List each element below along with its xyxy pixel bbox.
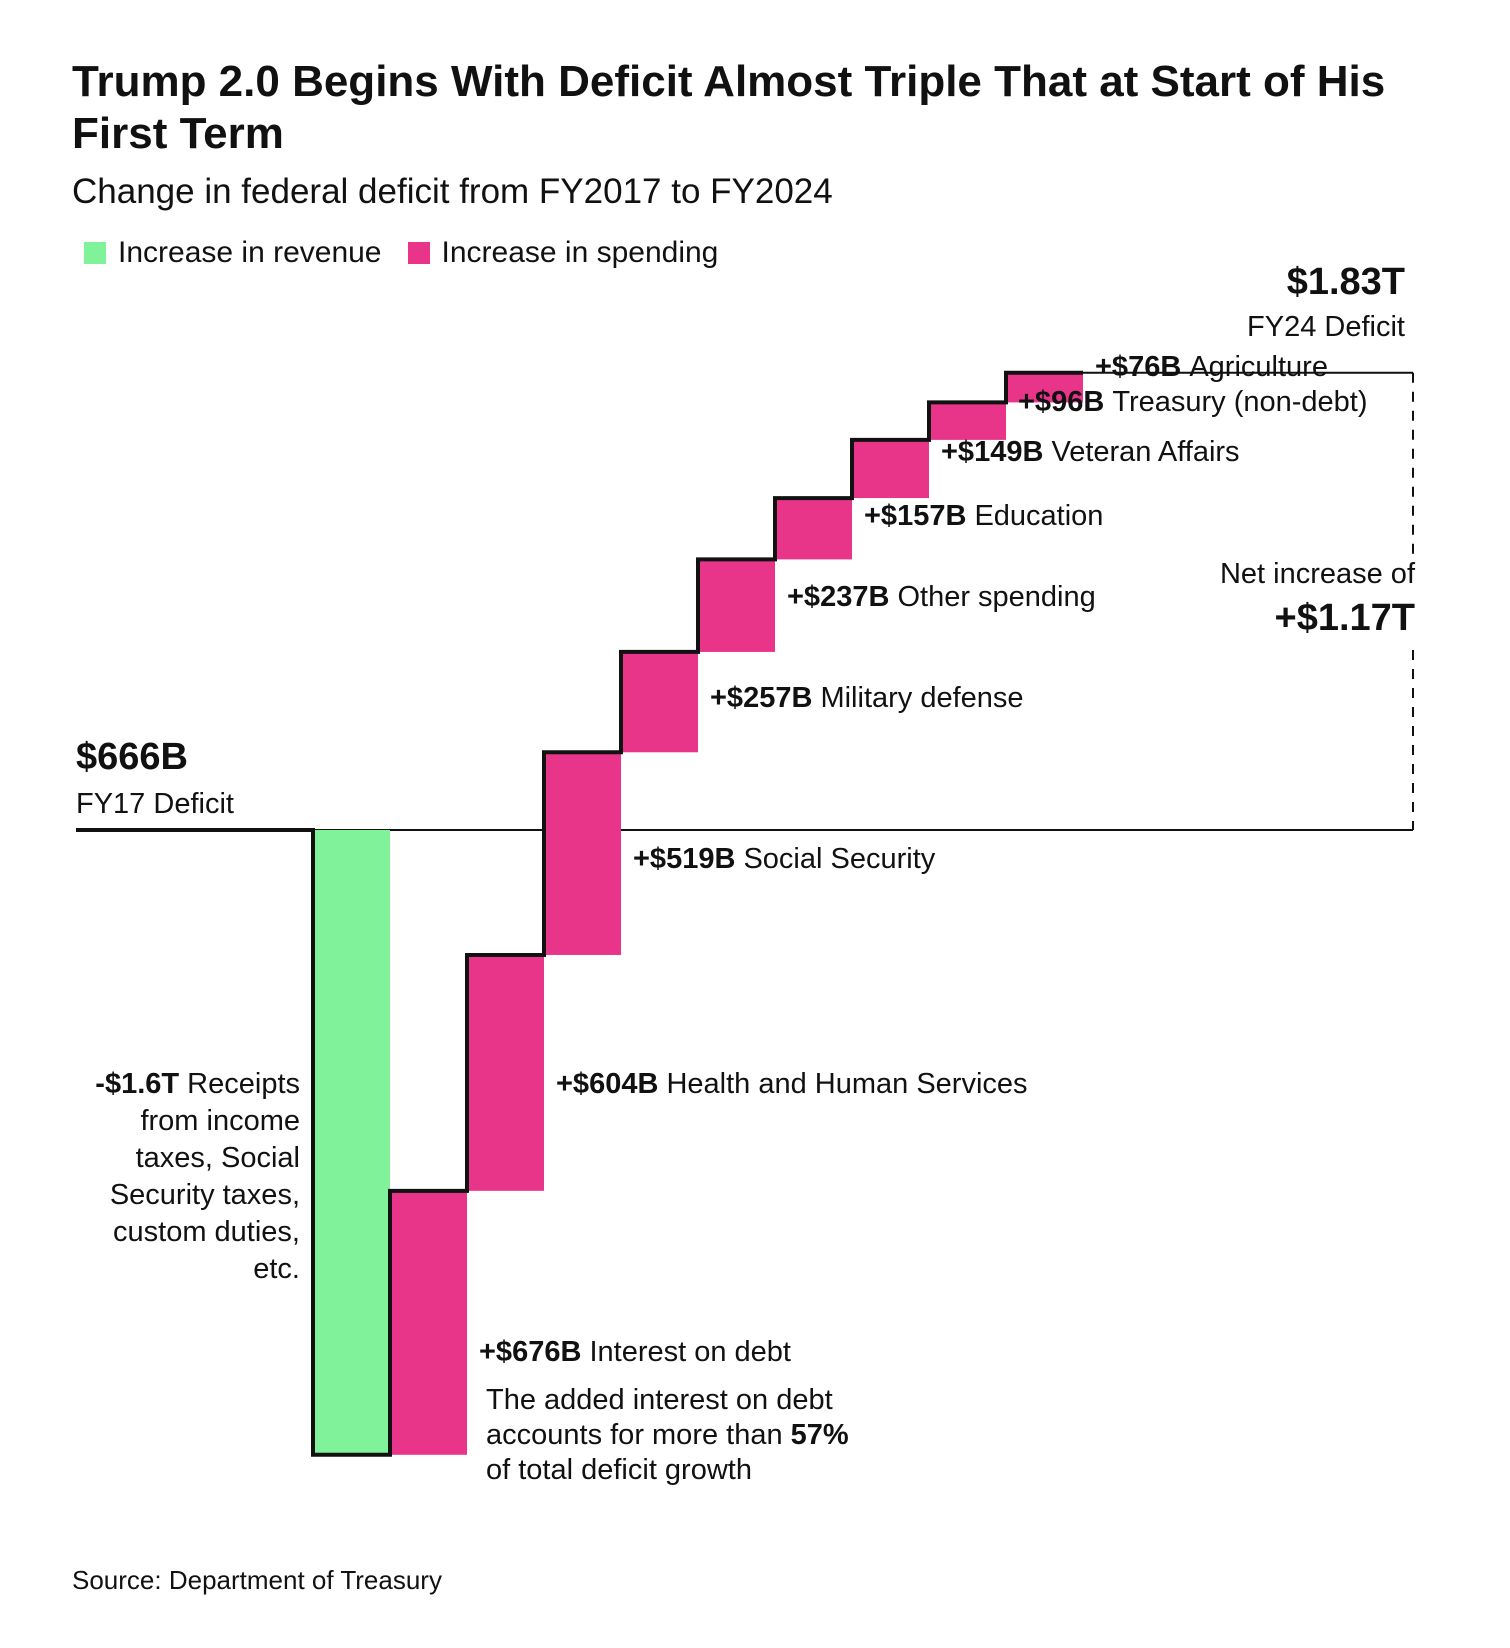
- source-note: Source: Department of Treasury: [72, 1565, 442, 1595]
- bar-spending-2: [467, 954, 544, 1191]
- revenue-label-line-5: etc.: [253, 1253, 300, 1285]
- waterfall-outline: [76, 370, 1083, 1457]
- chart-subtitle: Change in federal deficit from FY2017 to…: [72, 172, 833, 211]
- step-label-6: +$157B Education: [864, 500, 1103, 532]
- bar-spending-9: [1006, 372, 1083, 403]
- revenue-label-line-3: Security taxes,: [110, 1179, 300, 1211]
- step-label-9: +$76B Agriculture: [1095, 351, 1328, 383]
- revenue-label-line-0: -$1.6T Receipts: [95, 1068, 300, 1100]
- legend-label-revenue: Increase in revenue: [118, 236, 382, 269]
- annotation-line-2: accounts for more than 57%: [486, 1419, 849, 1451]
- step-label-8: +$96B Treasury (non-debt): [1018, 386, 1368, 418]
- step-label-7: +$149B Veteran Affairs: [941, 436, 1240, 468]
- end-caption: FY24 Deficit: [1247, 311, 1405, 343]
- bar-spending-5: [698, 559, 775, 652]
- bar-spending-4: [621, 651, 698, 753]
- revenue-label-line-1: from income: [140, 1105, 300, 1137]
- bar-spending-8: [929, 402, 1006, 440]
- step-label-2: +$604B Health and Human Services: [556, 1068, 1028, 1100]
- bar-spending-6: [775, 498, 852, 560]
- annotation-line-3: of total deficit growth: [486, 1454, 752, 1486]
- start-amount-label: $666B: [76, 736, 188, 778]
- legend-swatch-revenue: [84, 242, 106, 264]
- net-caption: Net increase of: [1220, 558, 1416, 590]
- chart-title: Trump 2.0 Begins With Deficit Almost Tri…: [72, 57, 1386, 158]
- step-label-5: +$237B Other spending: [787, 581, 1096, 613]
- legend-label-spending: Increase in spending: [441, 236, 719, 269]
- step-label-3: +$519B Social Security: [633, 843, 936, 875]
- revenue-label-line-2: taxes, Social: [136, 1142, 300, 1174]
- step-label-1: +$676B Interest on debt: [479, 1336, 791, 1368]
- revenue-label-line-4: custom duties,: [113, 1216, 300, 1248]
- bar-revenue-0: [313, 830, 390, 1455]
- bar-spending-1: [390, 1190, 467, 1455]
- bar-spending-7: [852, 439, 929, 499]
- legend-swatch-spending: [407, 242, 430, 264]
- end-amount-label: $1.83T: [1287, 261, 1405, 303]
- start-caption: FY17 Deficit: [76, 788, 234, 820]
- legend: Increase in revenue Increase in spending: [84, 236, 744, 270]
- step-label-4: +$257B Military defense: [710, 682, 1024, 714]
- annotation-line-1: The added interest on debt: [486, 1384, 833, 1416]
- bar-spending-3: [544, 752, 621, 955]
- net-amount-label: +$1.17T: [1275, 597, 1416, 639]
